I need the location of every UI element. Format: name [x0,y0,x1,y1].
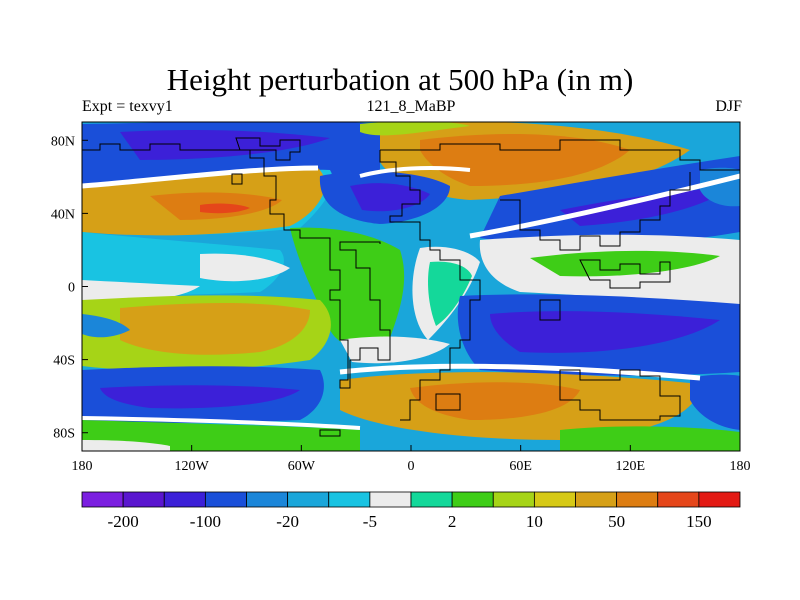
colorbar-label: 2 [448,512,457,531]
colorbar-swatch [698,491,741,508]
y-tick-label: 40S [53,354,75,369]
contour-field [82,122,740,451]
field-so-trough-east [690,374,740,430]
colorbar-swatch [328,491,371,508]
field-sa-neutral [340,336,450,364]
y-tick-label: 80S [53,427,75,442]
colorbar-swatch [163,491,206,508]
coast-south-africa-tip [435,393,461,411]
colorbar-swatch [616,491,659,508]
x-tick-label: 180 [730,459,751,474]
field-so-core-west [100,385,300,409]
field-atlantic-green [290,227,405,347]
colorbar-label: -20 [276,512,299,531]
colorbar-swatch [410,491,453,508]
coast-asia-south [500,172,691,251]
colorbar-label: -200 [108,512,139,531]
colorbar [81,491,741,508]
y-tick-label: 0 [68,281,75,296]
colorbar-label: 50 [608,512,625,531]
coast-madagascar [539,299,561,321]
y-axis: 80N 40N 0 40S 80S [51,134,88,442]
case-label: 121_8_MaBP [366,98,456,115]
coast-eurasia-africa [379,150,481,421]
x-tick-label: 120W [175,459,210,474]
field-indian-green [428,261,472,326]
x-tick-label: 60W [288,459,316,474]
field-tropics-neutral-mid [200,253,290,282]
colorbar-swatch [657,491,700,508]
colorbar-swatch [533,491,576,508]
zero-contour-nh [82,165,319,189]
season-label: DJF [715,98,742,115]
coast-americas [82,143,391,389]
field-eurasia-core [420,134,630,186]
field-npac-core [560,188,730,226]
x-tick-label: 60E [509,459,532,474]
field-nh-trough-core [120,130,330,160]
coast-greenland-west [235,137,301,161]
colorbar-swatch [81,491,124,508]
colorbar-swatch [492,491,535,508]
zero-contour-npac [469,173,740,239]
x-axis: 180 120W 60W 0 60E 120E 180 [72,445,751,474]
map-title: Height perturbation at 500 hPa (in m) [166,62,634,97]
coast-antarctic-fragment [319,429,341,437]
colorbar-swatch [451,491,494,508]
coast-maritime-continent [579,259,671,289]
y-tick-label: 40N [51,207,75,222]
colorbar-swatch [122,491,165,508]
zero-contour-sh [339,363,701,381]
coastlines [82,137,740,437]
field-sh-ridge [120,303,310,355]
experiment-label: Expt = texvy1 [82,98,173,115]
colorbar-label: -5 [363,512,377,531]
colorbar-label: -100 [190,512,221,531]
colorbar-label: 10 [526,512,543,531]
zero-contour-asia [359,166,471,178]
field-arctic-green [360,122,470,136]
field-antarctic-neutral [82,440,170,451]
coast-island [231,173,243,185]
x-tick-label: 120E [616,459,646,474]
colorbar-swatch [204,491,247,508]
colorbar-label: 150 [686,512,712,531]
colorbar-swatch [575,491,618,508]
colorbar-swatch [287,491,330,508]
x-tick-label: 0 [408,459,415,474]
field-ridge-peak [200,203,250,214]
field-so-ridge-core [410,382,580,420]
field-antarctic-green-east [560,426,740,451]
coast-australia [559,369,681,421]
field-sh-west-blue [82,314,130,338]
colorbar-labels: -200 -100 -20 -5 2 10 50 150 [108,512,712,531]
coast-arctic [380,139,740,171]
x-tick-label: 180 [72,459,93,474]
field-tropics-neutral-west [82,280,200,302]
colorbar-swatch [246,491,289,508]
colorbar-swatch [369,491,412,508]
y-tick-label: 80N [51,134,75,149]
field-sio-core [490,311,720,353]
zero-contour-so [82,416,361,430]
